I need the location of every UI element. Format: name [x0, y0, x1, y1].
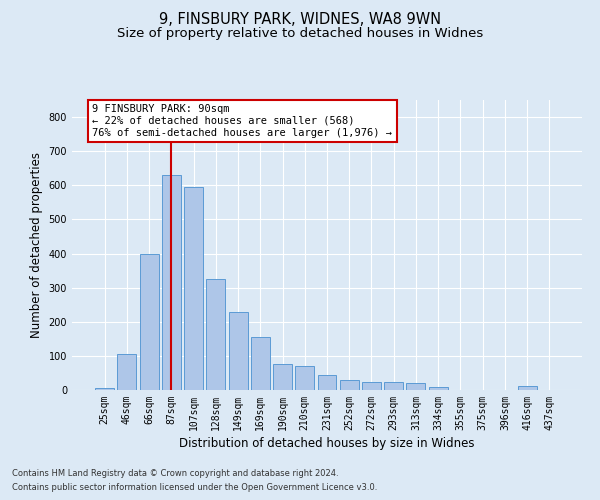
X-axis label: Distribution of detached houses by size in Widnes: Distribution of detached houses by size …	[179, 437, 475, 450]
Bar	[95, 388, 114, 390]
Bar	[384, 382, 403, 390]
Bar	[340, 380, 359, 390]
Bar	[229, 312, 248, 390]
Bar	[162, 175, 181, 390]
Text: Size of property relative to detached houses in Widnes: Size of property relative to detached ho…	[117, 28, 483, 40]
Text: 9 FINSBURY PARK: 90sqm
← 22% of detached houses are smaller (568)
76% of semi-de: 9 FINSBURY PARK: 90sqm ← 22% of detached…	[92, 104, 392, 138]
Bar	[406, 383, 425, 390]
Text: Contains public sector information licensed under the Open Government Licence v3: Contains public sector information licen…	[12, 484, 377, 492]
Bar	[317, 374, 337, 390]
Bar	[184, 187, 203, 390]
Bar	[118, 354, 136, 390]
Y-axis label: Number of detached properties: Number of detached properties	[30, 152, 43, 338]
Bar	[518, 386, 536, 390]
Bar	[140, 254, 158, 390]
Bar	[295, 366, 314, 390]
Bar	[206, 279, 225, 390]
Bar	[362, 382, 381, 390]
Bar	[273, 364, 292, 390]
Bar	[429, 386, 448, 390]
Bar	[251, 337, 270, 390]
Text: Contains HM Land Registry data © Crown copyright and database right 2024.: Contains HM Land Registry data © Crown c…	[12, 468, 338, 477]
Text: 9, FINSBURY PARK, WIDNES, WA8 9WN: 9, FINSBURY PARK, WIDNES, WA8 9WN	[159, 12, 441, 28]
